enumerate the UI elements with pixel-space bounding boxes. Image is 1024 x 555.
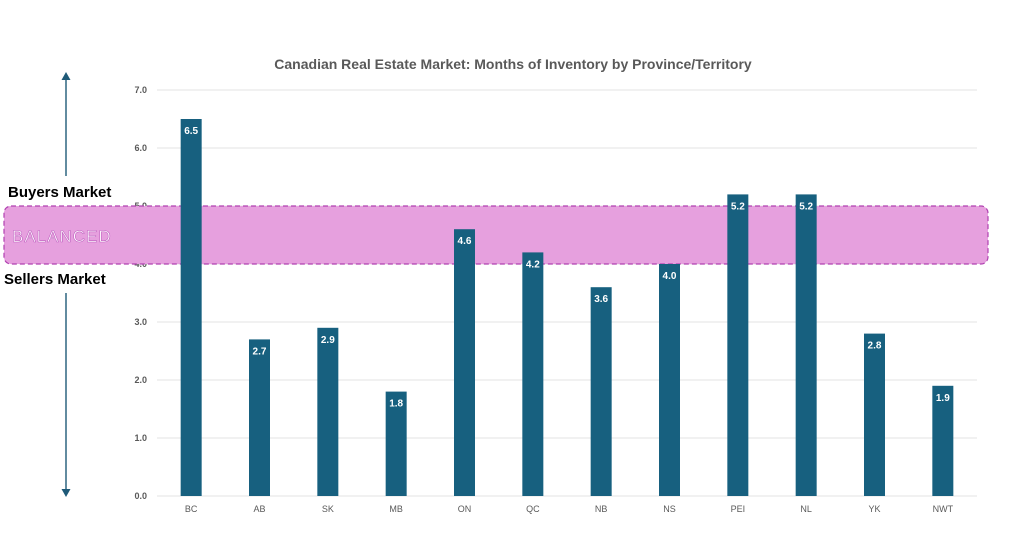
bar-sk: [317, 327, 339, 496]
data-label: 5.2: [799, 201, 813, 212]
bar-nwt: [932, 385, 954, 496]
bar-bc: [180, 119, 202, 496]
bars: [180, 119, 954, 496]
data-label: 2.7: [253, 346, 267, 357]
balanced-band: [3, 205, 989, 265]
x-tick-label: NS: [663, 504, 676, 514]
x-tick-label: ON: [458, 504, 472, 514]
x-tick-label: NL: [800, 504, 812, 514]
data-label: 1.8: [389, 399, 403, 410]
bar-mb: [385, 391, 407, 496]
y-axis: 0.01.02.03.04.05.06.07.0: [134, 85, 147, 501]
x-tick-label: MB: [389, 504, 403, 514]
bar-nl: [795, 194, 817, 496]
data-label: 4.2: [526, 259, 540, 270]
x-axis: BC AB SK MB ON QC NB NS PEI NL YK NWT: [185, 504, 954, 514]
bar-qc: [522, 252, 544, 496]
down-arrow-head: [61, 489, 71, 497]
y-tick-label: 0.0: [134, 491, 147, 501]
sellers-market-label: Sellers Market: [4, 271, 106, 288]
bar-pei: [727, 194, 749, 496]
x-tick-label: SK: [322, 504, 334, 514]
x-tick-label: PEI: [731, 504, 746, 514]
y-tick-label: 3.0: [134, 317, 147, 327]
y-tick-label: 2.0: [134, 375, 147, 385]
bar-nb: [590, 287, 612, 496]
data-label: 3.6: [594, 294, 608, 305]
x-tick-label: QC: [526, 504, 540, 514]
y-tick-label: 1.0: [134, 433, 147, 443]
balanced-label: BALANCED: [12, 227, 112, 246]
balanced-band-rect: [3, 205, 989, 265]
data-label: 5.2: [731, 201, 745, 212]
data-label: 1.9: [936, 393, 950, 404]
gridlines: [157, 89, 977, 497]
data-label: 6.5: [184, 126, 198, 137]
bar-ab: [249, 339, 270, 496]
data-label: 2.8: [868, 341, 882, 352]
y-tick-label: 6.0: [134, 143, 147, 153]
bar-yk: [864, 333, 885, 496]
x-tick-label: AB: [253, 504, 265, 514]
y-tick-label: 7.0: [134, 85, 147, 95]
bar-on: [454, 229, 475, 496]
market-arrows: [61, 72, 71, 497]
buyers-market-label: Buyers Market: [8, 184, 111, 201]
data-labels: 6.5 2.7 2.9 1.8 4.6 4.2 3.6 4.0 5.2 5.2 2.8 1.9: [184, 126, 950, 410]
chart-title: Canadian Real Estate Market: Months of I…: [274, 56, 752, 72]
data-label: 4.6: [458, 236, 472, 247]
x-tick-label: BC: [185, 504, 198, 514]
x-tick-label: YK: [868, 504, 880, 514]
data-label: 2.9: [321, 335, 335, 346]
x-tick-label: NWT: [933, 504, 954, 514]
data-label: 4.0: [663, 271, 677, 282]
x-tick-label: NB: [595, 504, 608, 514]
up-arrow-head: [61, 72, 71, 80]
bar-ns: [659, 264, 680, 496]
